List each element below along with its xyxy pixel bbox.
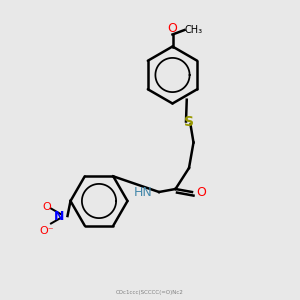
Text: COc1ccc(SCCCC(=O)Nc2: COc1ccc(SCCCC(=O)Nc2: [116, 290, 184, 295]
Text: S: S: [184, 115, 194, 128]
Text: O: O: [168, 22, 177, 34]
Text: N: N: [54, 209, 64, 223]
Text: CH₃: CH₃: [184, 25, 202, 35]
Text: HN: HN: [134, 185, 153, 199]
Text: O⁻: O⁻: [39, 226, 54, 236]
Text: O: O: [196, 185, 206, 199]
Text: O: O: [42, 202, 51, 212]
